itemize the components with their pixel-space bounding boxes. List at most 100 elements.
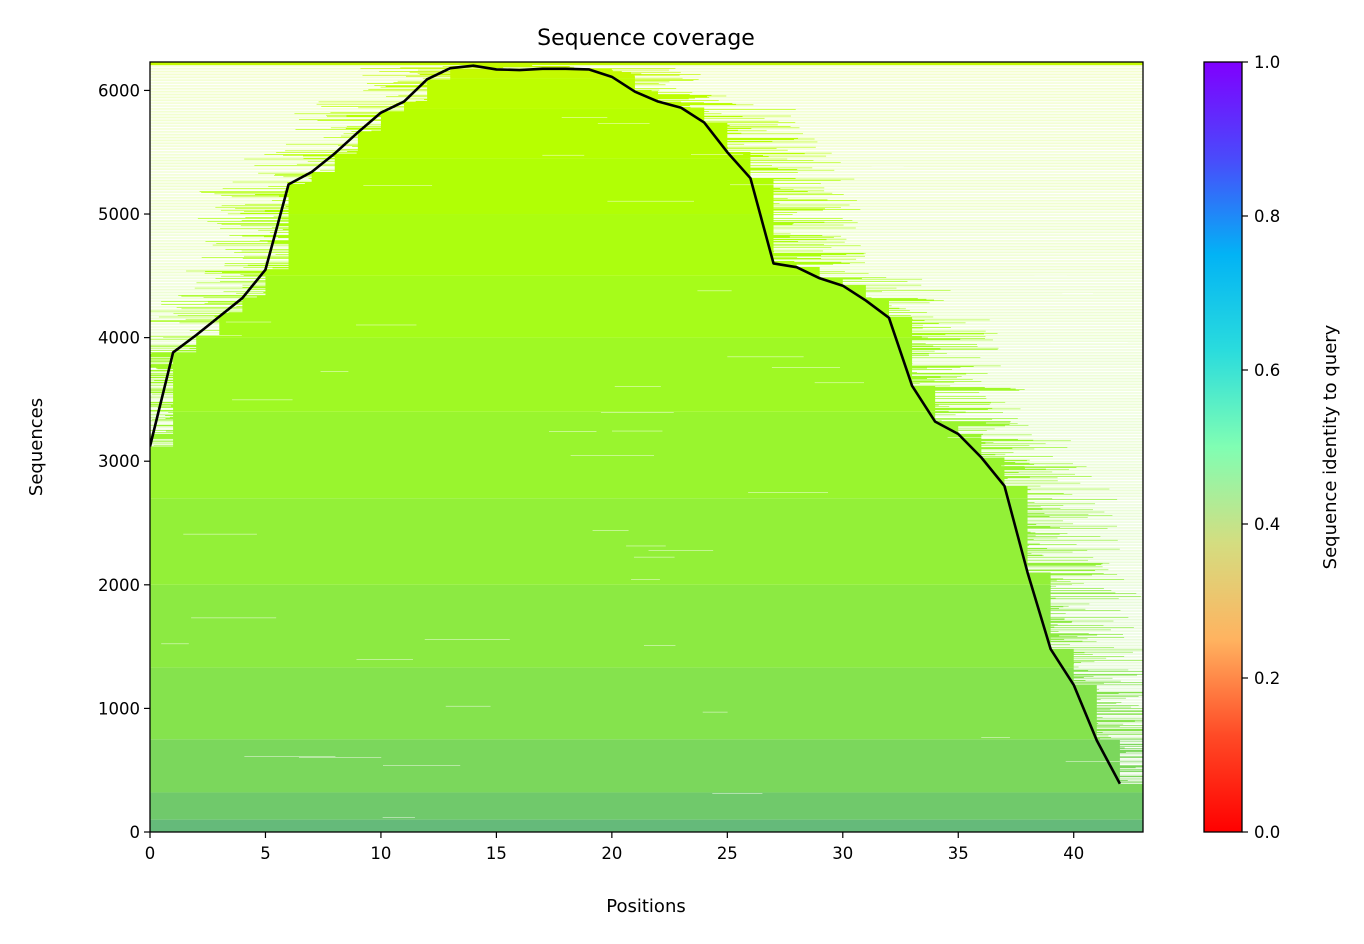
gap-right <box>1058 624 1143 625</box>
gap-right <box>981 444 1143 445</box>
gap-right <box>912 332 1143 333</box>
gap-right <box>727 145 1143 146</box>
gap-right <box>774 260 1143 261</box>
gap-left <box>150 319 186 320</box>
gap-right <box>774 179 1143 180</box>
gap-right <box>1097 700 1143 701</box>
gap-right <box>1051 610 1143 611</box>
gap-right <box>942 420 1143 421</box>
y-axis-label: Sequences <box>26 398 47 496</box>
gap-left <box>150 138 358 139</box>
y-tick-label: 5000 <box>98 205 140 224</box>
gap-right <box>1103 567 1143 568</box>
gap-left <box>150 285 242 286</box>
gap-right <box>813 160 1143 161</box>
gap-left <box>150 146 352 147</box>
gap-right <box>822 235 1143 236</box>
gap-right <box>704 110 1143 111</box>
gap-right <box>1139 696 1143 697</box>
gap-right <box>1074 653 1143 654</box>
gap-left <box>150 89 368 90</box>
gap-left <box>150 190 289 191</box>
gap-left <box>150 280 265 281</box>
gap-right <box>1051 616 1143 617</box>
gap-left <box>150 251 289 252</box>
gap-right <box>750 163 1143 164</box>
gap-right <box>912 369 1143 370</box>
gap-right <box>774 226 1143 227</box>
gap-right <box>935 394 1143 395</box>
gap-right <box>935 417 1143 418</box>
gap-left <box>150 123 381 124</box>
gap-left <box>150 180 312 181</box>
gap-right <box>1051 644 1143 645</box>
gap-right <box>860 209 1143 210</box>
gap-left <box>150 97 427 98</box>
gap-left <box>150 265 248 266</box>
gap-right <box>928 337 1143 338</box>
gap-right <box>751 128 1143 129</box>
gap-right <box>1103 625 1143 626</box>
gap-left <box>150 72 410 73</box>
gap-right <box>727 146 1143 147</box>
gap-left <box>150 91 427 92</box>
gap-left <box>150 139 358 140</box>
gap-left <box>150 194 255 195</box>
gap-right <box>750 152 1143 153</box>
gap-right <box>944 300 1143 301</box>
gap-left <box>150 208 289 209</box>
gap-right <box>774 248 1143 249</box>
gap-left <box>150 151 347 152</box>
gap-right <box>978 346 1143 347</box>
gap-right <box>791 234 1143 235</box>
gap-right <box>798 241 1143 242</box>
gap-right <box>929 354 1143 355</box>
gap-right <box>792 224 1143 225</box>
gap-right <box>935 399 1143 400</box>
gap-right <box>886 277 1143 278</box>
gap-right <box>896 288 1143 289</box>
gap-left <box>150 81 398 82</box>
gap-right <box>935 392 1143 393</box>
gap-right <box>1042 555 1143 556</box>
gap-right <box>985 338 1143 339</box>
gap-right <box>1011 421 1143 422</box>
gap-right <box>1051 584 1143 585</box>
gap-right <box>1028 512 1143 513</box>
identity-band <box>150 739 1143 792</box>
gap-right <box>843 218 1143 219</box>
gap-right <box>1120 742 1143 743</box>
gap-right <box>1004 458 1143 459</box>
gap-left <box>150 165 335 166</box>
gap-right <box>892 305 1143 306</box>
gap-left <box>150 202 289 203</box>
colorbar-tick-label: 0.6 <box>1254 361 1280 380</box>
gap-left <box>150 168 335 169</box>
gap-right <box>958 427 1143 428</box>
gap-left <box>150 258 243 259</box>
gap-right <box>1028 518 1143 519</box>
gap-right <box>1028 503 1143 504</box>
gap-right <box>912 363 1143 364</box>
gap-right <box>750 166 1143 167</box>
gap-right <box>912 385 1143 386</box>
gap-right <box>962 376 1143 377</box>
gap-left <box>150 122 381 123</box>
gap-left <box>150 200 272 201</box>
gap-right <box>966 323 1143 324</box>
gap-right <box>1051 640 1143 641</box>
gap-left <box>150 193 289 194</box>
gap-right <box>1028 495 1143 496</box>
gap-left <box>150 203 289 204</box>
gap-right <box>503 67 1143 68</box>
gap-right <box>1028 507 1143 508</box>
gap-left <box>150 285 265 286</box>
gap-left <box>150 300 242 301</box>
gap-right <box>935 416 1143 417</box>
gap-right <box>1074 649 1143 650</box>
gap-right <box>1072 584 1143 585</box>
gap-left <box>150 347 196 348</box>
gap-right <box>1124 637 1143 638</box>
gap-right <box>947 353 1143 354</box>
gap-right <box>1051 601 1143 602</box>
